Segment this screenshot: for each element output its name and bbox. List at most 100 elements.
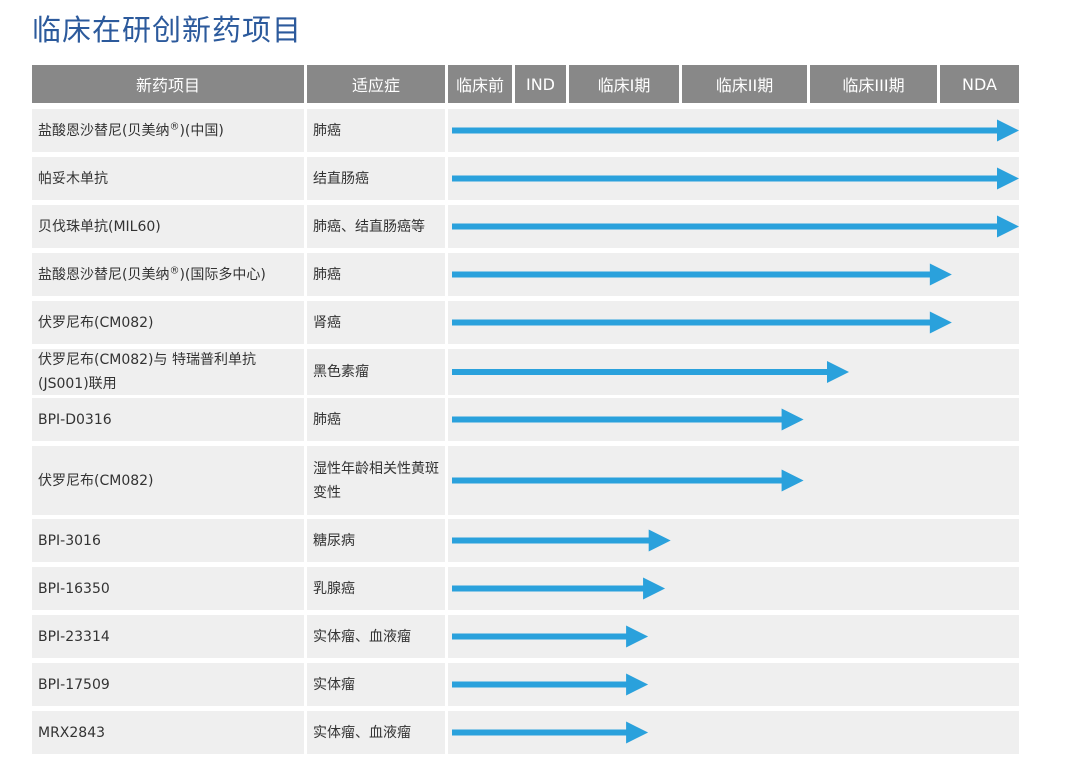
drug-name-suffix: )(中国) — [179, 122, 224, 139]
arrow-shaft — [452, 369, 828, 375]
drug-name-suffix: )(国际多中心) — [179, 266, 266, 283]
drug-name: 贝伐珠单抗(MIL60) — [38, 215, 161, 239]
registered-mark: ® — [169, 120, 180, 132]
progress-arrow — [452, 408, 804, 431]
drug-name-cell: 帕妥木单抗 — [32, 157, 304, 200]
drug-name-text: MRX2843 — [38, 724, 106, 741]
indication-text: 黑色素瘤 — [313, 364, 369, 380]
arrow-shaft — [452, 537, 650, 544]
drug-name-cell: 盐酸恩沙替尼(贝美纳®)(国际多中心) — [32, 253, 304, 296]
arrow-shaft — [452, 175, 998, 182]
indication-cell: 结直肠癌 — [307, 157, 445, 200]
header-stage-phase3: 临床III期 — [810, 65, 937, 103]
drug-name: 盐酸恩沙替尼(贝美纳®)(国际多中心) — [38, 263, 266, 287]
drug-name-cell: BPI-3016 — [32, 519, 304, 562]
drug-name-text: BPI-17509 — [38, 676, 110, 693]
progress-arrow — [452, 215, 1019, 238]
drug-name: 盐酸恩沙替尼(贝美纳®)(中国) — [38, 119, 224, 143]
drug-name-cell: BPI-D0316 — [32, 398, 304, 441]
drug-name-text: 贝伐珠单抗(MIL60) — [38, 218, 161, 235]
indication-cell: 湿性年龄相关性黄斑变性 — [307, 446, 445, 515]
arrow-head — [781, 469, 804, 492]
drug-name: 伏罗尼布(CM082)与 特瑞普利单抗(JS001)联用 — [38, 349, 300, 395]
drug-name-cell: BPI-23314 — [32, 615, 304, 658]
progress-arrow — [452, 529, 671, 552]
indication-text: 湿性年龄相关性黄斑变性 — [313, 460, 439, 501]
arrow-head — [781, 408, 804, 431]
drug-name-cell: 伏罗尼布(CM082) — [32, 446, 304, 515]
header-drug: 新药项目 — [32, 65, 304, 103]
arrow-shaft — [452, 223, 998, 230]
arrow-head — [929, 263, 952, 286]
arrow-shaft — [452, 585, 645, 592]
progress-arrow — [452, 577, 666, 600]
arrow-shaft — [452, 271, 931, 278]
drug-name-text: BPI-23314 — [38, 628, 110, 645]
indication-cell: 肾癌 — [307, 301, 445, 344]
progress-arrow — [452, 673, 649, 696]
drug-name: BPI-23314 — [38, 625, 110, 649]
drug-name-cell: 伏罗尼布(CM082)与 特瑞普利单抗(JS001)联用 — [32, 349, 304, 395]
indication-cell: 黑色素瘤 — [307, 349, 445, 395]
arrow-head — [626, 673, 649, 696]
progress-arrow — [452, 119, 1019, 142]
indication-cell: 肺癌、结直肠癌等 — [307, 205, 445, 248]
drug-name-text: 伏罗尼布(CM082) — [38, 472, 154, 489]
header-stage-phase1: 临床I期 — [569, 65, 679, 103]
progress-arrow — [452, 721, 649, 744]
drug-name: BPI-16350 — [38, 577, 110, 601]
drug-name-text: BPI-16350 — [38, 580, 110, 597]
arrow-shaft — [452, 477, 783, 484]
drug-name: 伏罗尼布(CM082) — [38, 311, 154, 335]
header-stage-preclinical: 临床前 — [448, 65, 512, 103]
arrow-head — [997, 119, 1019, 142]
indication-text: 实体瘤、血液瘤 — [313, 724, 411, 741]
page-title: 临床在研创新药项目 — [32, 13, 303, 47]
indication-cell: 实体瘤 — [307, 663, 445, 706]
arrow-head — [648, 529, 671, 552]
drug-name-cell: BPI-17509 — [32, 663, 304, 706]
drug-name-text: 盐酸恩沙替尼(贝美纳 — [38, 122, 170, 139]
drug-name-cell: BPI-16350 — [32, 567, 304, 610]
arrow-head — [827, 361, 849, 383]
arrow-head — [997, 167, 1019, 190]
header-stage-ind: IND — [515, 65, 566, 103]
indication-text: 实体瘤 — [313, 676, 355, 693]
drug-name: BPI-D0316 — [38, 408, 112, 432]
indication-cell: 乳腺癌 — [307, 567, 445, 610]
drug-name: BPI-3016 — [38, 529, 101, 553]
indication-cell: 肺癌 — [307, 253, 445, 296]
table-row: BPI-3016 糖尿病 — [32, 519, 1019, 562]
drug-name-text: 盐酸恩沙替尼(贝美纳 — [38, 266, 170, 283]
indication-text: 肾癌 — [313, 314, 341, 331]
arrow-shaft — [452, 319, 931, 326]
indication-text: 肺癌 — [313, 122, 341, 139]
drug-name-text: 伏罗尼布(CM082)与 特瑞普利单抗(JS001)联用 — [38, 352, 256, 392]
drug-name-cell: 伏罗尼布(CM082) — [32, 301, 304, 344]
drug-name-text: BPI-3016 — [38, 532, 101, 549]
indication-cell: 肺癌 — [307, 109, 445, 152]
progress-arrow — [452, 361, 849, 383]
drug-name-cell: 贝伐珠单抗(MIL60) — [32, 205, 304, 248]
progress-arrow — [452, 263, 952, 286]
registered-mark: ® — [169, 264, 180, 276]
indication-cell: 肺癌 — [307, 398, 445, 441]
indication-cell: 实体瘤、血液瘤 — [307, 711, 445, 754]
drug-name: BPI-17509 — [38, 673, 110, 697]
arrow-shaft — [452, 416, 783, 423]
indication-cell: 实体瘤、血液瘤 — [307, 615, 445, 658]
progress-arrow — [452, 625, 649, 648]
drug-name: 帕妥木单抗 — [38, 167, 108, 191]
indication-text: 结直肠癌 — [313, 170, 369, 187]
arrow-shaft — [452, 633, 628, 640]
progress-arrow — [452, 167, 1019, 190]
progress-arrow — [452, 311, 952, 334]
drug-name-text: BPI-D0316 — [38, 411, 112, 428]
arrow-head — [997, 215, 1019, 238]
indication-text: 实体瘤、血液瘤 — [313, 628, 411, 645]
indication-text: 肺癌 — [313, 266, 341, 283]
indication-text: 糖尿病 — [313, 532, 355, 549]
indication-text: 肺癌 — [313, 411, 341, 428]
